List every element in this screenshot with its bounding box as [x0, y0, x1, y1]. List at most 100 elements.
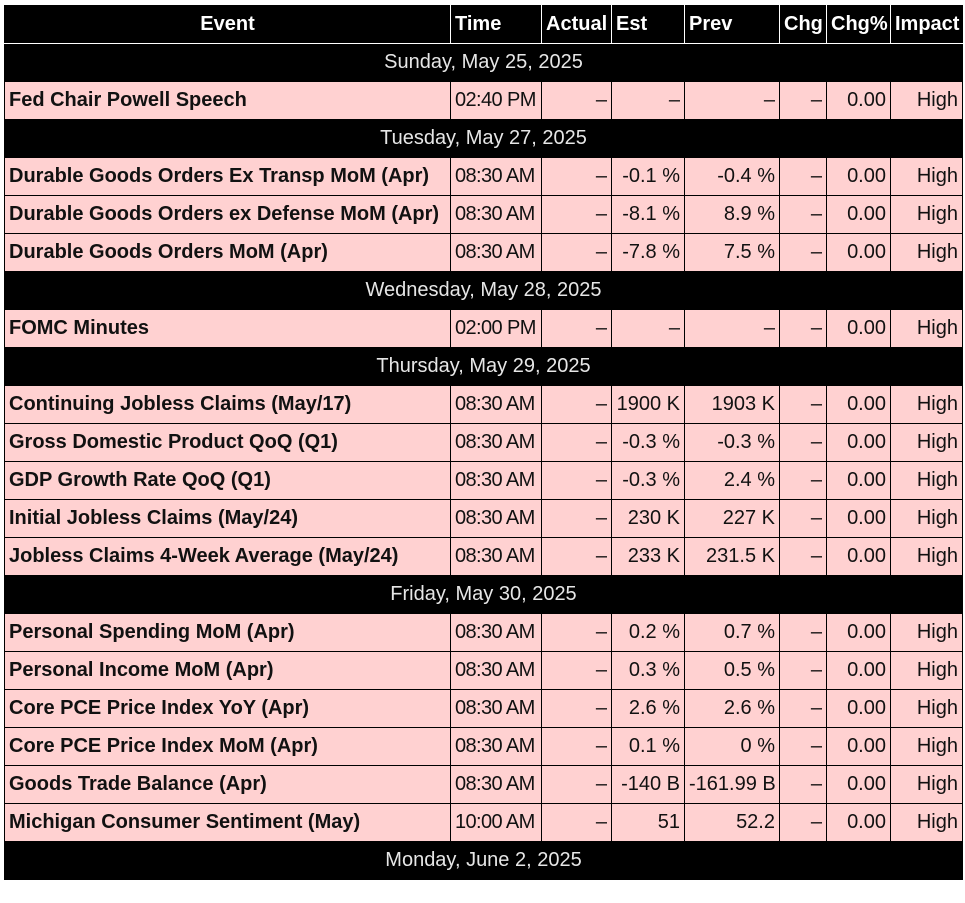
event-chg-pct: 0.00 [826, 309, 891, 348]
event-est: 233 K [611, 537, 685, 576]
event-row[interactable]: Personal Income MoM (Apr) 08:30 AM –0.3 % 0… [4, 651, 963, 690]
event-actual: – [541, 423, 612, 462]
event-chg-pct: 0.00 [826, 499, 891, 538]
event-name: Personal Spending MoM (Apr) [4, 613, 451, 652]
event-chg-pct: 0.00 [826, 233, 891, 272]
event-row[interactable]: Durable Goods Orders MoM (Apr) 08:30 AM – -… [4, 233, 963, 272]
event-chg: – [779, 233, 827, 272]
event-actual: – [541, 499, 612, 538]
event-row[interactable]: Fed Chair Powell Speech 02:40 PM – – – –0.00 H… [4, 81, 963, 120]
event-actual: – [541, 651, 612, 690]
event-time: 08:30 AM [450, 157, 542, 196]
event-prev: – [684, 81, 780, 120]
day-header-row: Tuesday, May 27, 2025 [4, 119, 963, 158]
day-header-row: Monday, June 2, 2025 [4, 841, 963, 880]
event-prev: 231.5 K [684, 537, 780, 576]
event-time: 08:30 AM [450, 613, 542, 652]
event-chg: – [779, 537, 827, 576]
event-row[interactable]: Durable Goods Orders ex Defense MoM (Apr… [4, 195, 963, 234]
event-row[interactable]: FOMC Minutes 02:00 PM – – – –0.00 High [4, 309, 963, 348]
column-header-actual: Actual [541, 5, 612, 44]
event-prev: 0.5 % [684, 651, 780, 690]
event-actual: – [541, 613, 612, 652]
column-header-prev: Prev [684, 5, 780, 44]
event-chg-pct: 0.00 [826, 81, 891, 120]
day-date-label: Sunday, May 25, 2025 [4, 43, 963, 82]
event-chg-pct: 0.00 [826, 613, 891, 652]
event-impact: High [890, 727, 963, 766]
event-row[interactable]: Michigan Consumer Sentiment (May) 10:00 A… [4, 803, 963, 842]
event-row[interactable]: Continuing Jobless Claims (May/17) 08:30 … [4, 385, 963, 424]
event-chg-pct: 0.00 [826, 385, 891, 424]
event-row[interactable]: Core PCE Price Index MoM (Apr) 08:30 AM –0… [4, 727, 963, 766]
day-date-label: Tuesday, May 27, 2025 [4, 119, 963, 158]
event-est: 1900 K [611, 385, 685, 424]
event-actual: – [541, 727, 612, 766]
event-name: Initial Jobless Claims (May/24) [4, 499, 451, 538]
event-chg: – [779, 651, 827, 690]
event-chg-pct: 0.00 [826, 537, 891, 576]
event-impact: High [890, 195, 963, 234]
event-row[interactable]: GDP Growth Rate QoQ (Q1) 08:30 AM – -0.3 % 2… [4, 461, 963, 500]
calendar-body: Sunday, May 25, 2025 Fed Chair Powell Spe… [4, 43, 963, 880]
event-name: Core PCE Price Index YoY (Apr) [4, 689, 451, 728]
event-est: – [611, 81, 685, 120]
event-row[interactable]: Personal Spending MoM (Apr) 08:30 AM –0.2 … [4, 613, 963, 652]
event-chg: – [779, 81, 827, 120]
event-row[interactable]: Goods Trade Balance (Apr) 08:30 AM – -140 B… [4, 765, 963, 804]
event-prev: 0 % [684, 727, 780, 766]
event-actual: – [541, 385, 612, 424]
event-chg: – [779, 499, 827, 538]
event-prev: 2.6 % [684, 689, 780, 728]
event-est: – [611, 309, 685, 348]
event-time: 08:30 AM [450, 423, 542, 462]
event-name: Durable Goods Orders Ex Transp MoM (Apr) [4, 157, 451, 196]
event-name: Goods Trade Balance (Apr) [4, 765, 451, 804]
event-est: 0.2 % [611, 613, 685, 652]
event-chg: – [779, 803, 827, 842]
event-actual: – [541, 689, 612, 728]
event-actual: – [541, 461, 612, 500]
event-time: 08:30 AM [450, 461, 542, 500]
event-chg: – [779, 613, 827, 652]
event-actual: – [541, 765, 612, 804]
event-est: 2.6 % [611, 689, 685, 728]
event-prev: 52.2 [684, 803, 780, 842]
event-est: -0.3 % [611, 461, 685, 500]
event-name: Core PCE Price Index MoM (Apr) [4, 727, 451, 766]
day-date-label: Wednesday, May 28, 2025 [4, 271, 963, 310]
event-est: 0.3 % [611, 651, 685, 690]
event-name: Durable Goods Orders MoM (Apr) [4, 233, 451, 272]
event-row[interactable]: Jobless Claims 4-Week Average (May/24) 08… [4, 537, 963, 576]
event-row[interactable]: Initial Jobless Claims (May/24) 08:30 AM –… [4, 499, 963, 538]
event-actual: – [541, 157, 612, 196]
event-time: 08:30 AM [450, 651, 542, 690]
event-prev: -161.99 B [684, 765, 780, 804]
event-impact: High [890, 385, 963, 424]
event-chg-pct: 0.00 [826, 651, 891, 690]
day-header-row: Sunday, May 25, 2025 [4, 43, 963, 82]
event-time: 08:30 AM [450, 385, 542, 424]
event-name: Gross Domestic Product QoQ (Q1) [4, 423, 451, 462]
event-row[interactable]: Core PCE Price Index YoY (Apr) 08:30 AM –2… [4, 689, 963, 728]
event-impact: High [890, 651, 963, 690]
event-chg: – [779, 157, 827, 196]
event-prev: – [684, 309, 780, 348]
event-chg: – [779, 461, 827, 500]
event-time: 08:30 AM [450, 233, 542, 272]
column-header-impact: Impact [890, 5, 963, 44]
event-name: Personal Income MoM (Apr) [4, 651, 451, 690]
event-row[interactable]: Durable Goods Orders Ex Transp MoM (Apr)… [4, 157, 963, 196]
column-header-est: Est [611, 5, 685, 44]
table-header-row: Event Time Actual Est Prev Chg Chg% Impa… [4, 5, 963, 44]
event-impact: High [890, 81, 963, 120]
event-time: 08:30 AM [450, 195, 542, 234]
event-impact: High [890, 233, 963, 272]
event-chg-pct: 0.00 [826, 803, 891, 842]
event-impact: High [890, 157, 963, 196]
event-est: -0.1 % [611, 157, 685, 196]
event-prev: -0.4 % [684, 157, 780, 196]
day-header-row: Thursday, May 29, 2025 [4, 347, 963, 386]
event-row[interactable]: Gross Domestic Product QoQ (Q1) 08:30 AM –… [4, 423, 963, 462]
event-name: FOMC Minutes [4, 309, 451, 348]
